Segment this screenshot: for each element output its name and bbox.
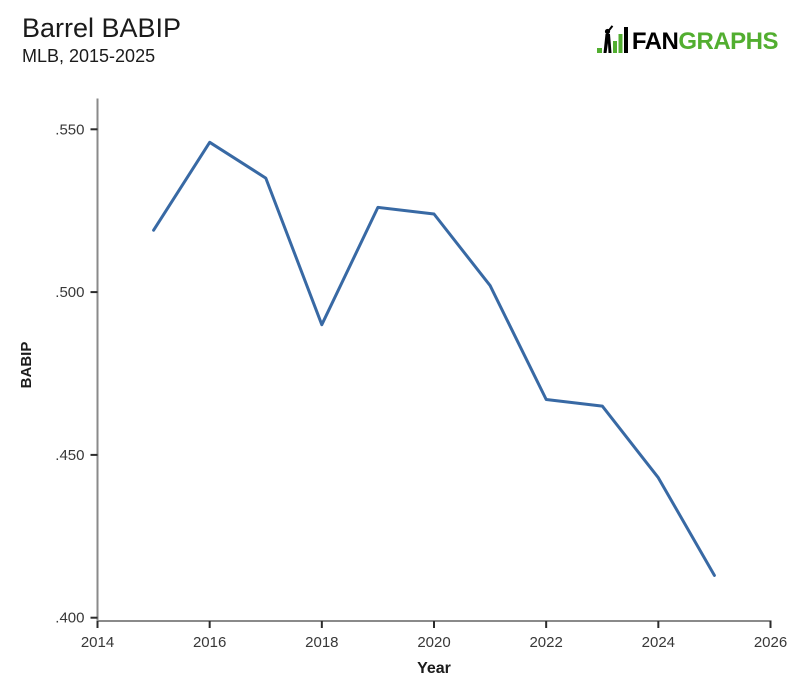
x-tick-label: 2026 — [754, 634, 787, 651]
ticks-layer: 2014 2016 2018 2020 2022 2024 2026 .400 .450 .500… — [55, 121, 787, 651]
x-tick-label: 2022 — [529, 634, 562, 651]
axes-layer — [96, 98, 772, 622]
x-tick-label: 2020 — [417, 634, 450, 651]
series-layer — [152, 140, 716, 577]
y-tick-label: .550 — [55, 121, 84, 138]
fangraphs-logo-icon — [596, 24, 629, 54]
chart-subtitle: MLB, 2015-2025 — [22, 46, 156, 67]
logo-text-graphs: GRAPHS — [678, 28, 778, 55]
chart-title: Barrel BABIP — [22, 13, 182, 43]
y-tick-label: .450 — [55, 447, 84, 464]
chart-header: Barrel BABIP MLB, 2015-2025 — [22, 12, 181, 67]
x-tick-label: 2016 — [193, 634, 226, 651]
y-axis-title: BABIP — [18, 342, 35, 389]
y-tick-label: .500 — [55, 284, 84, 301]
x-tick-label: 2024 — [642, 634, 675, 651]
x-tick-label: 2014 — [81, 634, 114, 651]
logo-text: FANGRAPHS — [631, 28, 779, 55]
y-tick-label: .400 — [55, 610, 84, 627]
x-tick-label: 2018 — [305, 634, 338, 651]
fangraphs-logo: FANGRAPHS — [596, 24, 779, 55]
logo-text-fan: FAN — [631, 28, 679, 55]
babip-line — [152, 140, 716, 577]
x-axis-title: Year — [417, 660, 451, 677]
